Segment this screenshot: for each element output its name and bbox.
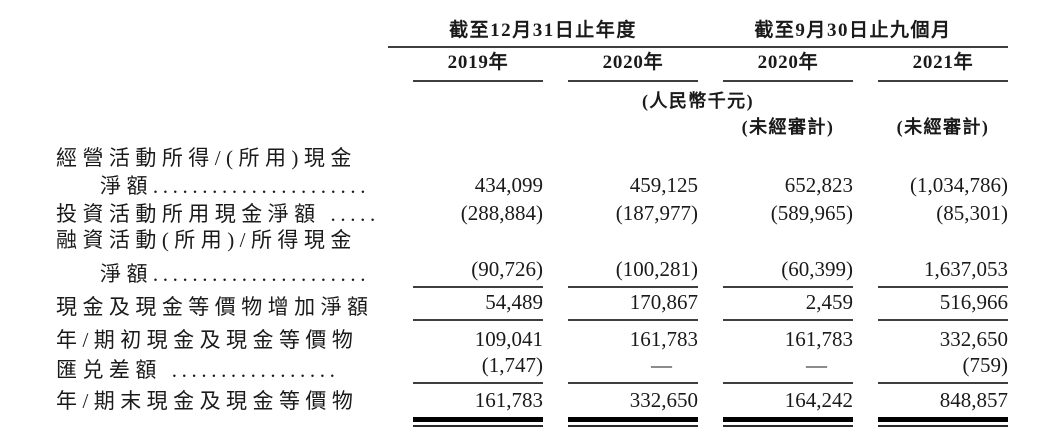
cell-financing-2021nm: 1,637,053 (853, 257, 1008, 288)
total-double-rule (388, 417, 543, 427)
cell-operating-2020nm: 652,823 (784, 173, 853, 197)
cell-cash-end-2020nm: 164,242 (784, 388, 853, 412)
year-column-header-2019: 2019年 (388, 47, 543, 82)
cash-flow-table: 截至12月31日止年度 截至9月30日止九個月 2019年 2020年 2020… (56, 10, 1008, 427)
cell-exchange-2020nm: — (698, 353, 853, 384)
document-page: 截至12月31日止年度 截至9月30日止九個月 2019年 2020年 2020… (56, 10, 1008, 427)
row-label-operating-net: 淨額...................... (100, 173, 371, 198)
cell-exchange-2019: (1,747) (388, 353, 543, 384)
unaudited-note-1: (未經審計) (741, 117, 835, 137)
cell-net-increase-2021nm: 516,966 (853, 290, 1008, 321)
period-header-annual: 截至12月31日止年度 (388, 15, 698, 48)
row-label-financing-net: 淨額...................... (100, 261, 371, 286)
row-label-investing: 投資活動所用現金淨額 ..... (56, 201, 380, 226)
cell-cash-beginning-2020fy: 161,783 (629, 327, 698, 351)
cell-investing-2021nm: (85,301) (936, 201, 1008, 225)
row-label-cash-end: 年/期末現金及現金等價物 (56, 388, 359, 413)
cell-operating-2020fy: 459,125 (629, 173, 698, 197)
dot-leader: ...................... (152, 261, 371, 286)
total-double-rule (543, 417, 698, 427)
cell-investing-2020fy: (187,977) (615, 201, 698, 225)
cell-cash-end-2021nm: 848,857 (939, 388, 1008, 412)
cell-cash-end-2020fy: 332,650 (629, 388, 698, 412)
period-header-annual-label: 截至12月31日止年度 (388, 15, 698, 48)
cell-operating-2019: 434,099 (474, 173, 543, 197)
cell-financing-2020fy: (100,281) (543, 257, 698, 288)
cell-net-increase-2020fy: 170,867 (543, 290, 698, 321)
dot-leader: ...................... (152, 173, 371, 198)
row-label-net-increase: 現金及現金等價物增加淨額 (56, 294, 374, 319)
cell-net-increase-2019: 54,489 (388, 290, 543, 321)
total-double-rule (853, 417, 1008, 427)
total-double-rule (698, 417, 853, 427)
row-label-exchange-diff: 匯兑差額 ................. (56, 357, 340, 382)
dot-leader: ..... (320, 201, 380, 226)
cell-operating-2021nm: (1,034,786) (910, 173, 1008, 197)
period-header-interim: 截至9月30日止九個月 (698, 15, 1008, 48)
period-header-interim-label: 截至9月30日止九個月 (698, 15, 1008, 48)
row-label-operating: 經營活動所得/(所用)現金 (56, 145, 357, 170)
cell-cash-end-2019: 161,783 (474, 388, 543, 412)
cell-financing-2019: (90,726) (388, 257, 543, 288)
row-label-financing: 融資活動(所用)/所得現金 (56, 227, 357, 252)
year-column-header-2020b: 2020年 (698, 47, 853, 82)
cell-cash-beginning-2021nm: 332,650 (939, 327, 1008, 351)
row-label-cash-beginning: 年/期初現金及現金等價物 (56, 327, 359, 352)
cell-investing-2019: (288,884) (460, 201, 543, 225)
year-column-header-2020a: 2020年 (543, 47, 698, 82)
cell-net-increase-2020nm: 2,459 (698, 290, 853, 321)
cell-exchange-2020fy: — (543, 353, 698, 384)
cell-cash-beginning-2020nm: 161,783 (784, 327, 853, 351)
cell-financing-2020nm: (60,399) (698, 257, 853, 288)
unaudited-note-2: (未經審計) (896, 117, 990, 137)
dot-leader: ................. (161, 357, 340, 382)
cell-investing-2020nm: (589,965) (770, 201, 853, 225)
cell-exchange-2021nm: (759) (853, 353, 1008, 384)
unit-note: (人民幣千元) (641, 91, 755, 111)
cell-cash-beginning-2019: 109,041 (474, 327, 543, 351)
year-column-header-2021: 2021年 (853, 47, 1008, 82)
